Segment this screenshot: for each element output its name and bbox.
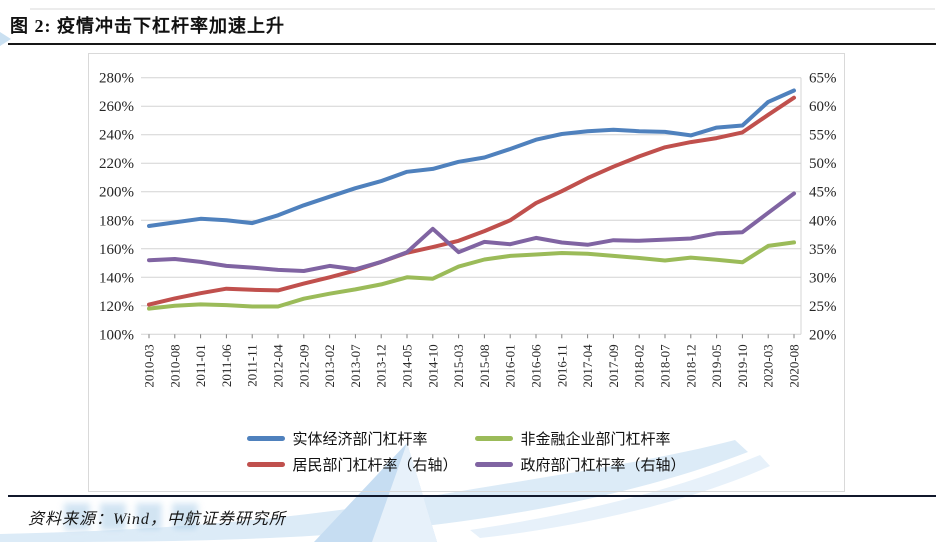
legend-item-household: 居民部门杠杆率（右轴） xyxy=(247,454,475,475)
chart-title: 图 2: 疫情冲击下杠杆率加速上升 xyxy=(10,16,285,36)
y-axis-tick-label-left: 140% xyxy=(99,270,134,286)
y-axis-tick-label-right: 65% xyxy=(809,71,837,87)
x-axis-tick-label: 2010-03 xyxy=(142,344,157,387)
y-axis-tick-label-left: 280% xyxy=(99,71,134,87)
y-axis-tick-label-right: 20% xyxy=(809,327,837,343)
chart-legend: 实体经济部门杠杆率 非金融企业部门杠杆率 居民部门杠杆率（右轴） 政府部门杠杆率… xyxy=(247,428,686,475)
y-axis-tick-label-right: 25% xyxy=(809,299,837,315)
x-axis-tick-label: 2019-05 xyxy=(709,344,724,387)
x-axis-tick-label: 2012-04 xyxy=(271,344,286,388)
y-axis-tick-label-right: 30% xyxy=(809,270,837,286)
x-axis-tick-label: 2011-01 xyxy=(193,344,208,387)
series-line-2 xyxy=(147,95,796,307)
y-axis-tick-label-right: 35% xyxy=(809,242,837,258)
x-axis-tick-label: 2016-01 xyxy=(503,344,518,387)
x-axis-tick-label: 2015-08 xyxy=(477,344,492,387)
legend-swatch-green xyxy=(475,436,514,441)
y-axis-tick-label-right: 50% xyxy=(809,156,837,172)
x-axis-tick-label: 2019-10 xyxy=(735,344,750,387)
x-axis-tick-label: 2013-07 xyxy=(348,344,363,388)
series-line-3 xyxy=(147,191,796,273)
chart-frame: 100% 20% 120% 25% 140% 30% 160% 35% 180% 40% 200% 4… xyxy=(88,53,845,492)
x-axis-tick-label: 2020-08 xyxy=(787,344,802,387)
y-axis-tick-label-right: 45% xyxy=(809,185,837,201)
y-axis-tick-label-right: 40% xyxy=(809,213,837,229)
x-axis-tick-label: 2018-12 xyxy=(683,344,698,387)
y-axis-tick-label-left: 220% xyxy=(99,156,134,172)
x-axis-tick-label: 2014-10 xyxy=(425,344,440,387)
x-axis-tick-label: 2016-06 xyxy=(529,344,544,388)
legend-label: 居民部门杠杆率（右轴） xyxy=(292,458,458,474)
legend-label: 非金融企业部门杠杆率 xyxy=(520,432,671,448)
page-top-divider xyxy=(30,8,935,10)
chart-plot-area: 100% 20% 120% 25% 140% 30% 160% 35% 180% 40% 200% 4… xyxy=(99,71,837,388)
x-axis-tick-label: 2018-02 xyxy=(632,344,647,387)
x-axis-tick-label: 2010-08 xyxy=(167,344,182,387)
x-axis-tick-label: 2020-03 xyxy=(761,344,776,387)
y-axis-tick-label-right: 60% xyxy=(809,99,837,115)
y-axis-tick-label-left: 240% xyxy=(99,128,134,144)
x-axis-tick-label: 2013-02 xyxy=(322,344,337,387)
watermark-sail-highlight xyxy=(372,443,437,542)
x-axis-tick-label: 2014-05 xyxy=(400,344,415,387)
y-axis-tick-label-left: 180% xyxy=(99,213,134,229)
source-note: 资料来源：Wind，中航证券研究所 xyxy=(28,511,286,528)
y-axis-tick-label-right: 55% xyxy=(809,128,837,144)
y-axis-tick-label-left: 100% xyxy=(99,327,134,343)
legend-label: 实体经济部门杠杆率 xyxy=(292,432,428,448)
legend-item-nonfinancial-corporate: 非金融企业部门杠杆率 xyxy=(475,428,685,449)
x-axis-tick-label: 2018-07 xyxy=(658,344,673,388)
series-line-1 xyxy=(147,240,796,311)
series-line-0 xyxy=(147,88,796,228)
legend-item-government: 政府部门杠杆率（右轴） xyxy=(475,454,686,475)
x-axis-tick-label: 2012-09 xyxy=(296,344,311,387)
x-axis-tick-label: 2017-04 xyxy=(580,344,595,388)
legend-swatch-blue xyxy=(247,436,286,441)
y-axis-tick-label-left: 120% xyxy=(99,299,134,315)
y-axis-tick-label-left: 260% xyxy=(99,99,134,115)
y-axis-tick-label-left: 200% xyxy=(99,185,134,201)
x-axis-tick-label: 2017-09 xyxy=(606,344,621,387)
x-axis-tick-label: 2015-03 xyxy=(451,344,466,387)
x-axis-tick-label: 2013-12 xyxy=(374,344,389,387)
title-underline-rule xyxy=(8,43,936,45)
x-axis-tick-label: 2016-11 xyxy=(554,344,569,387)
watermark-logo-glyphs xyxy=(62,501,200,533)
x-axis-tick-label: 2011-06 xyxy=(219,344,234,387)
legend-swatch-red xyxy=(247,462,286,467)
x-axis-tick-label: 2011-11 xyxy=(245,344,260,386)
legend-label: 政府部门杠杆率（右轴） xyxy=(520,458,686,474)
legend-item-real-economy: 实体经济部门杠杆率 xyxy=(247,428,475,449)
legend-swatch-purple xyxy=(475,462,514,467)
y-axis-tick-label-left: 160% xyxy=(99,242,134,258)
watermark-wing-light xyxy=(470,455,770,538)
footer-divider-rule xyxy=(8,495,936,497)
watermark-corner-wedge-icon xyxy=(0,32,11,46)
